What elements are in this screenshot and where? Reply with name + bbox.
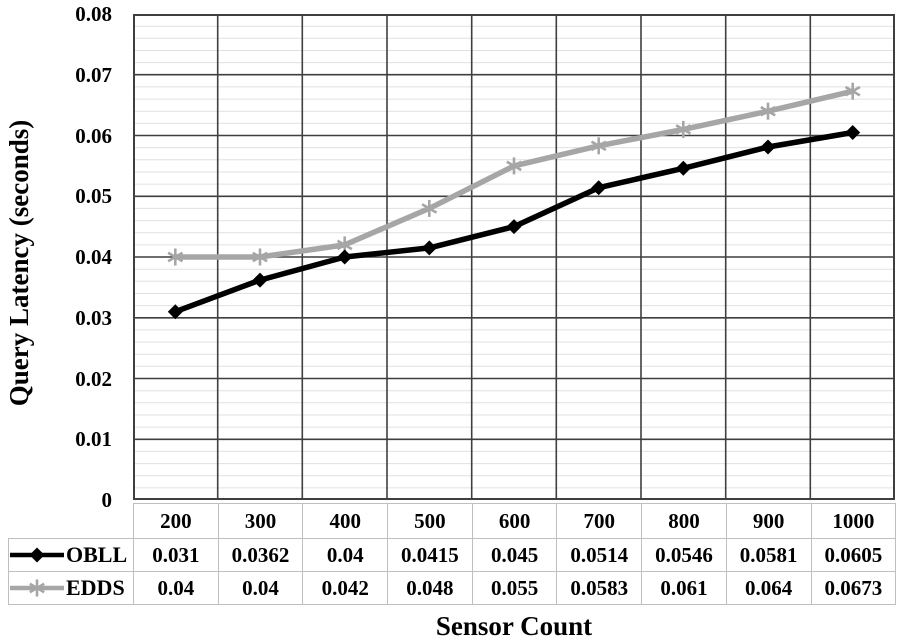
y-tick-label: 0.05 xyxy=(75,184,112,209)
obll-marker xyxy=(421,240,437,256)
edds-marker xyxy=(760,102,776,120)
y-tick-label: 0.04 xyxy=(75,245,112,269)
obll-legend-marker xyxy=(29,547,45,563)
value-cell-obll: 0.0546 xyxy=(641,538,727,572)
chart-canvas xyxy=(133,14,895,500)
value-cell-obll: 0.0514 xyxy=(556,538,643,572)
value-cell-obll: 0.04 xyxy=(302,538,389,572)
y-tick-label: 0.03 xyxy=(75,305,112,330)
x-category-header: 900 xyxy=(725,503,812,539)
value-cell-edds: 0.064 xyxy=(725,571,812,605)
x-category-header: 600 xyxy=(471,503,558,539)
y-tick-label: 0.01 xyxy=(75,427,112,452)
value-cell-edds: 0.04 xyxy=(217,571,304,605)
value-cell-edds: 0.042 xyxy=(302,571,389,605)
obll-legend-key-icon xyxy=(10,547,64,563)
obll-marker xyxy=(845,125,861,140)
obll-marker xyxy=(506,219,522,235)
y-axis-title: Query Latency (seconds) xyxy=(4,119,34,407)
obll-marker xyxy=(337,249,353,265)
edds-marker xyxy=(167,248,184,266)
obll-marker xyxy=(591,180,607,196)
table-corner-blank xyxy=(9,504,134,539)
value-cell-obll: 0.031 xyxy=(133,538,219,572)
series-name: OBLL xyxy=(66,542,128,567)
x-category-header: 200 xyxy=(133,503,219,539)
obll-marker xyxy=(252,272,268,288)
value-cell-obll: 0.0415 xyxy=(387,538,473,572)
obll-marker xyxy=(675,160,691,176)
x-category-header: 400 xyxy=(302,503,389,539)
value-cell-edds: 0.048 xyxy=(387,571,473,605)
series-row-obll: OBLL 0.031 0.0362 0.04 0.0415 0.045 0.0514 0.05… xyxy=(8,538,897,572)
obll-marker xyxy=(167,304,183,320)
edds-marker xyxy=(675,120,692,138)
legend-cell-edds: EDDS xyxy=(8,571,134,605)
value-cell-edds: 0.0583 xyxy=(556,571,643,605)
y-axis-tick-labels: 0.08 0.07 0.06 0.05 0.04 0.03 0.02 0.01 0 xyxy=(40,0,112,520)
obll-marker xyxy=(760,139,776,155)
value-cell-obll: 0.0362 xyxy=(217,538,304,572)
value-cell-obll: 0.0605 xyxy=(810,538,897,572)
x-category-header: 300 xyxy=(217,503,304,539)
edds-marker xyxy=(252,248,268,266)
series-row-edds: EDDS 0.04 0.04 0.042 0.048 0.055 0.0583 0.061 0.… xyxy=(8,571,897,605)
y-tick-label: 0.07 xyxy=(75,62,112,87)
edds-marker xyxy=(844,82,861,100)
edds-marker xyxy=(506,157,522,175)
plot-area xyxy=(133,14,895,500)
data-table: 200 300 400 500 600 700 800 900 1000 OBLL 0.031 0.0… xyxy=(8,503,897,605)
edds-marker xyxy=(421,199,438,217)
x-category-header: 500 xyxy=(387,503,473,539)
y-tick-label: 0.06 xyxy=(75,123,112,148)
value-cell-edds: 0.04 xyxy=(133,571,219,605)
y-tick-label: 0.08 xyxy=(75,2,112,26)
y-tick-label: 0 xyxy=(101,488,113,512)
x-category-header: 1000 xyxy=(810,503,897,539)
series-name: EDDS xyxy=(66,575,125,600)
value-cell-obll: 0.0581 xyxy=(725,538,812,572)
x-category-header: 800 xyxy=(641,503,727,539)
x-axis-title: Sensor Count xyxy=(435,611,593,641)
value-cell-edds: 0.061 xyxy=(641,571,727,605)
edds-legend-marker xyxy=(29,579,45,597)
value-cell-edds: 0.055 xyxy=(471,571,558,605)
value-cell-edds: 0.0673 xyxy=(810,571,897,605)
value-cell-obll: 0.045 xyxy=(471,538,558,572)
edds-marker xyxy=(590,137,607,155)
x-category-header: 700 xyxy=(556,503,643,539)
category-header-row: 200 300 400 500 600 700 800 900 1000 xyxy=(9,503,897,539)
edds-legend-key-icon xyxy=(10,579,64,597)
y-tick-label: 0.02 xyxy=(75,366,112,391)
plot-border xyxy=(133,14,895,500)
legend-cell-obll: OBLL xyxy=(8,538,134,572)
